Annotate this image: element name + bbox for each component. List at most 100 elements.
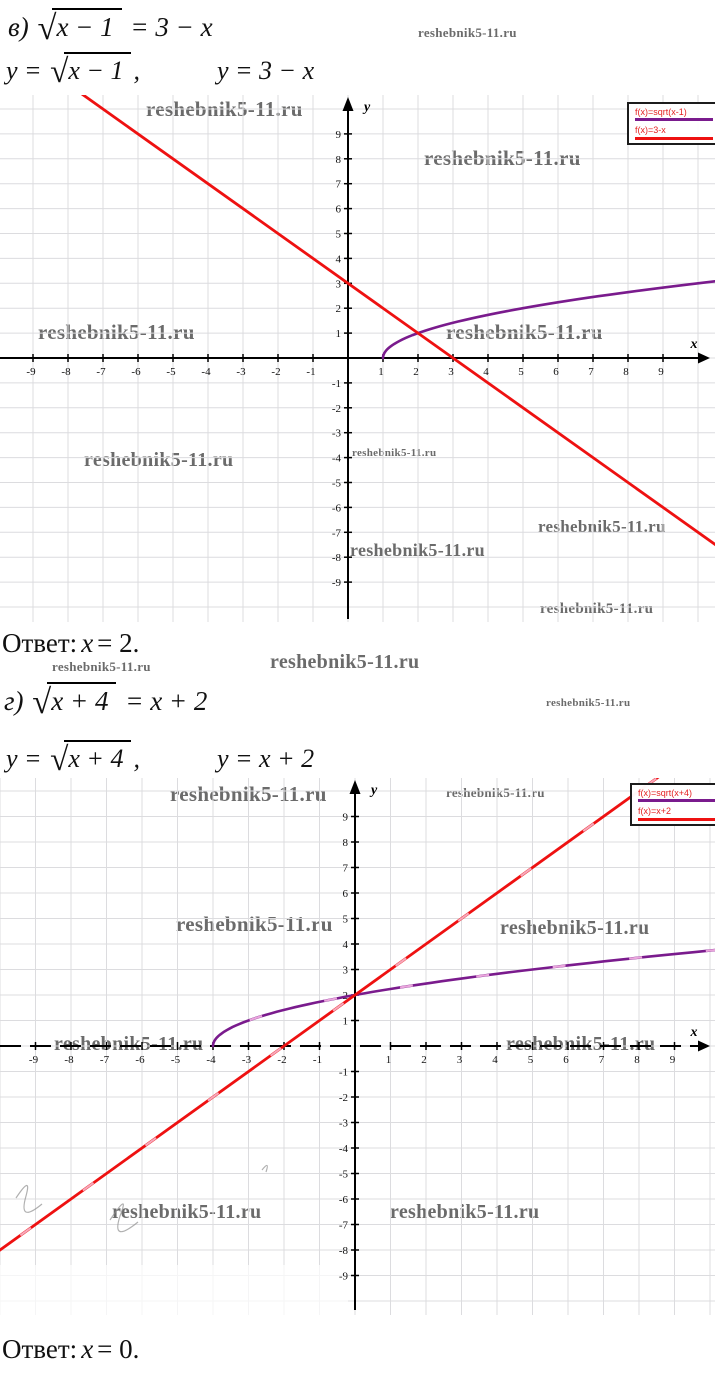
series-highlight: [211, 949, 715, 1046]
def-v-comma: ,: [133, 56, 140, 85]
legend-entry: f(x)=3-x: [635, 125, 713, 140]
axes: [0, 97, 710, 619]
answer-v: Ответ: x = 2.: [2, 628, 143, 659]
legend: f(x)=sqrt(x-1) f(x)=3-x: [627, 102, 715, 145]
answer-g-value: = 0.: [97, 1334, 140, 1364]
svg-text:-1: -1: [339, 1067, 348, 1079]
svg-text:6: 6: [343, 888, 349, 900]
svg-text:6: 6: [563, 1054, 569, 1066]
series-group: [80, 95, 715, 547]
def-v-rhs: y = 3 − x: [216, 56, 315, 85]
equation-g-sqrt: √x + 4: [32, 682, 117, 722]
svg-text:-9: -9: [339, 1271, 349, 1283]
def-g-sqrt: √x + 4: [50, 740, 132, 779]
svg-text:-5: -5: [166, 366, 176, 378]
watermark: reshebnik5-11.ru: [54, 1033, 204, 1055]
series-line: [80, 95, 715, 547]
svg-text:-4: -4: [206, 1054, 216, 1066]
series-line: [0, 778, 660, 1252]
svg-text:-3: -3: [242, 1054, 252, 1066]
svg-text:5: 5: [343, 914, 349, 926]
svg-text:-9: -9: [332, 577, 342, 589]
def-v-radicand: x − 1: [64, 52, 132, 86]
legend-entry: f(x)=sqrt(x-1): [635, 107, 713, 122]
def-v-lhs: y =: [6, 56, 42, 85]
svg-text:1: 1: [336, 328, 342, 340]
svg-text:3: 3: [343, 965, 349, 977]
radical-sign: √: [32, 683, 52, 721]
svg-text:7: 7: [336, 179, 342, 191]
def-g-lhs: y =: [6, 744, 42, 773]
svg-text:3: 3: [457, 1054, 463, 1066]
equation-v-radicand: x − 1: [52, 8, 122, 43]
watermark: reshebnik5-11.ru: [52, 659, 151, 674]
legend-color-bar: [635, 136, 713, 140]
svg-text:-4: -4: [332, 453, 342, 465]
equation-v-rhs: = 3 − x: [130, 12, 213, 42]
svg-text:6: 6: [336, 204, 342, 216]
svg-text:-7: -7: [332, 527, 342, 539]
svg-text:2: 2: [421, 1054, 427, 1066]
def-g-comma: ,: [133, 744, 140, 773]
svg-text:1: 1: [343, 1016, 349, 1028]
def-v-sqrt: √x − 1: [50, 52, 132, 91]
legend-label: f(x)=3-x: [635, 125, 666, 136]
radical-sign: √: [50, 53, 69, 90]
watermark: reshebnik5-11.ru: [112, 1201, 262, 1223]
y-axis-label: y: [362, 100, 371, 115]
svg-text:7: 7: [588, 366, 594, 378]
tick-labels: -9 -8 -7 -6 -5 -4 -3 -2 -1 1 2 3 4 5 6 7 8 9 -9 -8 -7 -6 -5 -4 -…: [29, 812, 676, 1283]
legend-entry: f(x)=sqrt(x+4): [638, 788, 715, 803]
svg-text:3: 3: [336, 278, 342, 290]
y-axis-label: y: [369, 783, 378, 798]
svg-text:-4: -4: [339, 1143, 349, 1155]
answer-g-variable: x: [81, 1334, 94, 1364]
legend-color-bar: [638, 799, 715, 803]
legend-label: f(x)=x+2: [638, 806, 672, 817]
svg-text:-6: -6: [131, 366, 141, 378]
watermark: reshebnik5-11.ru: [352, 447, 437, 459]
svg-text:8: 8: [623, 366, 629, 378]
axes: [0, 780, 710, 1310]
equation-g-label: г): [4, 686, 24, 716]
watermark: reshebnik5-11.ru: [350, 540, 485, 560]
svg-text:9: 9: [336, 129, 342, 141]
x-axis-label: x: [690, 337, 698, 352]
svg-text:4: 4: [336, 253, 342, 265]
watermark: reshebnik5-11.ru: [546, 697, 631, 709]
svg-text:-4: -4: [201, 366, 211, 378]
svg-text:5: 5: [528, 1054, 534, 1066]
definitions-v: y = √x − 1, y = 3 − x: [6, 52, 314, 91]
answer-g: Ответ: x = 0.: [2, 1334, 143, 1365]
svg-text:-8: -8: [339, 1245, 349, 1257]
watermark: reshebnik5-11.ru: [38, 320, 195, 344]
watermark: reshebnik5-11.ru: [506, 1033, 656, 1055]
svg-text:-1: -1: [306, 366, 315, 378]
svg-text:1: 1: [386, 1054, 392, 1066]
svg-text:-6: -6: [135, 1054, 145, 1066]
answer-v-variable: x: [81, 628, 94, 658]
answer-v-prefix: Ответ:: [2, 628, 78, 658]
svg-text:-2: -2: [332, 403, 341, 415]
svg-text:-6: -6: [332, 502, 342, 514]
svg-text:8: 8: [336, 154, 342, 166]
x-axis-label: x: [690, 1025, 698, 1040]
svg-text:4: 4: [483, 366, 489, 378]
equation-g: г) √x + 4 = x + 2: [4, 682, 207, 722]
legend-entry: f(x)=x+2: [638, 806, 715, 821]
legend-color-bar: [635, 118, 713, 122]
svg-text:7: 7: [343, 863, 349, 875]
equation-g-rhs: = x + 2: [125, 686, 208, 716]
definitions-g: y = √x + 4, y = x + 2: [6, 740, 314, 779]
svg-text:2: 2: [413, 366, 419, 378]
watermark: reshebnik5-11.ru: [390, 1201, 540, 1223]
svg-text:-1: -1: [332, 378, 341, 390]
svg-text:8: 8: [343, 837, 349, 849]
svg-text:1: 1: [378, 366, 384, 378]
tick-labels: -9 -8 -7 -6 -5 -4 -3 -2 -1 1 2 3 4 5 6 7 8 9 -9 -8 -7 -6 -5 -4 -…: [26, 129, 664, 589]
svg-text:-9: -9: [26, 366, 36, 378]
watermark: reshebnik5-11.ru: [540, 601, 654, 617]
watermark: reshebnik5-11.ru: [446, 320, 603, 344]
equation-g-radicand: x + 4: [47, 682, 117, 717]
watermark: reshebnik5-11.ru: [538, 517, 666, 536]
